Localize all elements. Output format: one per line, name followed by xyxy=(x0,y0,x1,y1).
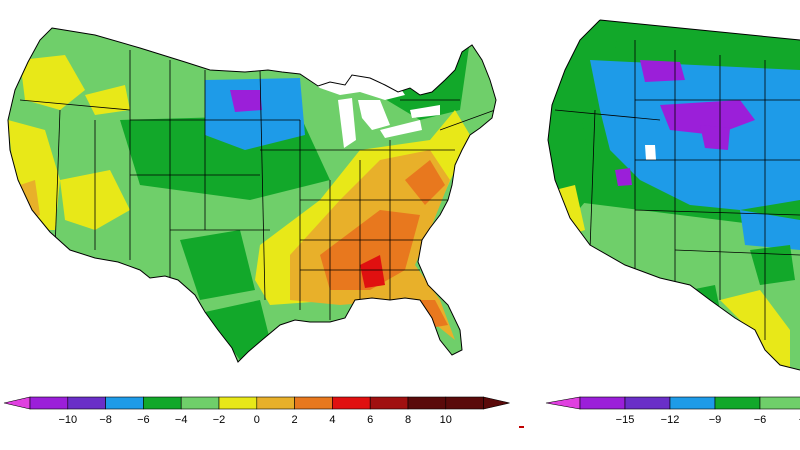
left-colorbar-tick-label: −4 xyxy=(175,414,188,426)
left-colorbar-segment xyxy=(180,396,220,410)
left-colorbar-segment xyxy=(332,396,371,410)
left-colorbar-segment xyxy=(143,396,182,410)
left-map-shaded-regions xyxy=(8,28,496,362)
left-colorbar-tick-label: 8 xyxy=(405,414,411,426)
right-colorbar-tick-label: −3 xyxy=(799,414,800,426)
left-us-outline xyxy=(7,27,497,363)
left-colorbar-tick-label: 4 xyxy=(329,414,335,426)
left-colorbar-tick-label: −8 xyxy=(99,414,112,426)
left-colorbar-tick-label: 2 xyxy=(292,414,298,426)
left-colorbar-arrow-low xyxy=(3,396,31,410)
left-colorbar-segment xyxy=(67,396,106,410)
right-map-panel: −15 −12 −9 −6 −3 xyxy=(540,0,800,450)
left-colorbar-segment xyxy=(294,396,333,410)
left-colorbar-tick-label: 10 xyxy=(440,414,452,426)
right-colorbar-tick-label: −6 xyxy=(754,414,767,426)
left-colorbar-segment xyxy=(105,396,144,410)
right-colorbar-segment xyxy=(714,396,761,410)
right-us-outline xyxy=(547,19,800,371)
left-colorbar-segment xyxy=(445,396,484,410)
dash-mark xyxy=(519,426,524,428)
right-state-borders xyxy=(554,40,800,340)
left-colorbar-tick-label: −6 xyxy=(137,414,150,426)
right-colorbar-tick-label: −12 xyxy=(661,414,680,426)
right-colorbar-tick-label: −9 xyxy=(709,414,722,426)
right-colorbar-segment xyxy=(669,396,716,410)
right-colorbar: −15 −12 −9 −6 −3 xyxy=(545,396,800,426)
left-temperature-anomaly-map: −10 −8 −6 −4 −2 0 2 4 6 8 10 xyxy=(3,27,510,426)
right-colorbar-segment xyxy=(624,396,671,410)
left-colorbar-tick-label: 0 xyxy=(254,414,260,426)
left-map-panel: −10 −8 −6 −4 −2 0 2 4 6 8 10 xyxy=(3,27,510,426)
left-colorbar-segment xyxy=(369,396,409,410)
right-colorbar-arrow-low xyxy=(545,396,581,410)
right-colorbar-tick-label: −15 xyxy=(616,414,635,426)
left-colorbar-segment xyxy=(29,396,69,410)
left-colorbar-tick-label: −10 xyxy=(58,414,77,426)
left-colorbar-segment xyxy=(407,396,447,410)
right-map-shaded-regions xyxy=(548,20,800,370)
right-colorbar-segment xyxy=(759,396,800,410)
right-colorbar-segment xyxy=(579,396,626,410)
left-colorbar-tick-label: −2 xyxy=(213,414,226,426)
left-colorbar-tick-label: 6 xyxy=(367,414,373,426)
left-colorbar-arrow-high xyxy=(483,396,510,410)
left-state-borders xyxy=(19,50,496,320)
left-colorbar-segment xyxy=(256,396,295,410)
left-colorbar: −10 −8 −6 −4 −2 0 2 4 6 8 10 xyxy=(3,396,510,426)
right-precipitation-anomaly-map: −15 −12 −9 −6 −3 xyxy=(545,19,800,426)
left-colorbar-segment xyxy=(218,396,258,410)
